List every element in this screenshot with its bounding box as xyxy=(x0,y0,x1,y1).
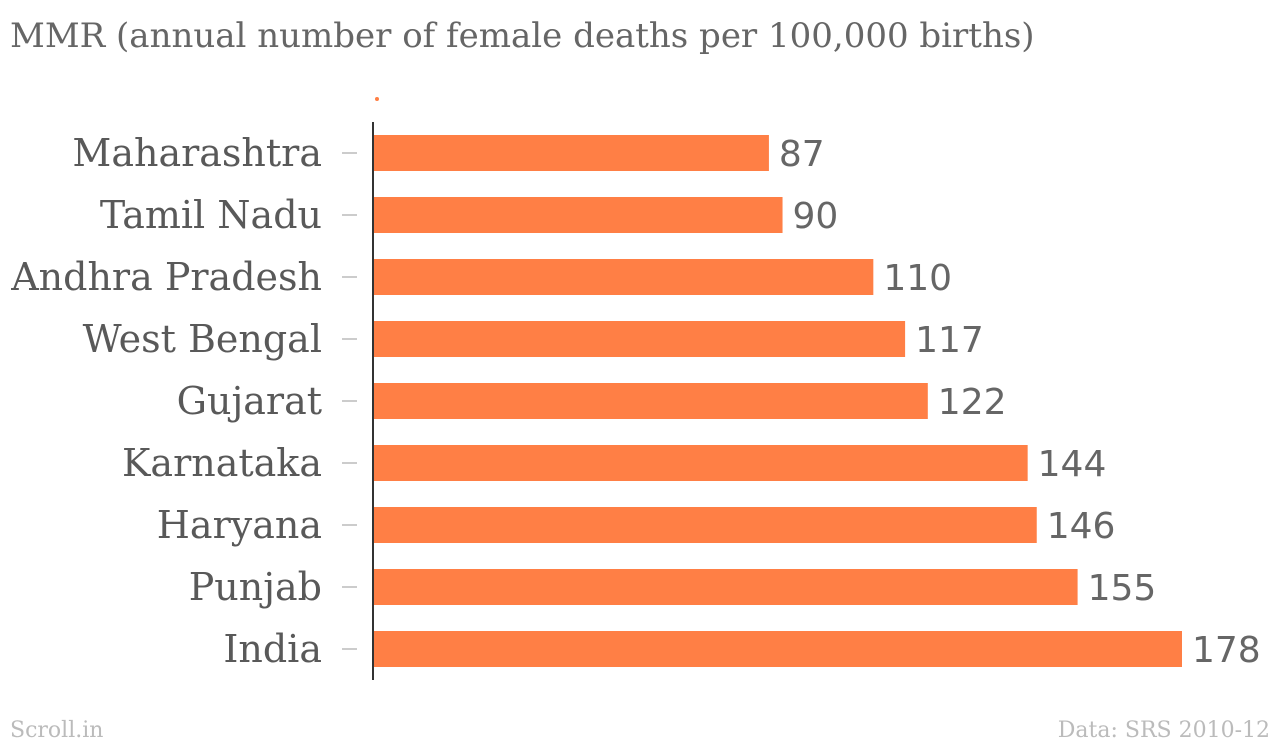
bars-group: Maharashtra 87 Tamil Nadu 90 Andhra Pradesh 1… xyxy=(10,131,1261,671)
credit-label: Scroll.in xyxy=(10,718,103,743)
bar xyxy=(374,197,783,233)
value-label: 178 xyxy=(1192,630,1261,671)
value-label: 117 xyxy=(915,320,984,361)
bar xyxy=(374,259,874,295)
value-label: 122 xyxy=(938,382,1007,423)
category-label: Punjab xyxy=(189,565,322,609)
category-label: Tamil Nadu xyxy=(100,193,322,237)
category-label: India xyxy=(223,627,322,671)
category-label: Maharashtra xyxy=(72,131,322,175)
bar xyxy=(374,569,1078,605)
source-label: Data: SRS 2010-12 xyxy=(1058,718,1270,743)
value-label: 146 xyxy=(1047,506,1116,547)
legend-marker xyxy=(375,97,379,101)
category-label: Andhra Pradesh xyxy=(10,255,322,299)
category-label: Gujarat xyxy=(177,379,322,423)
bar xyxy=(374,507,1037,543)
value-label: 90 xyxy=(793,196,839,237)
value-label: 110 xyxy=(883,258,952,299)
chart-title: MMR (annual number of female deaths per … xyxy=(10,16,1035,56)
category-label: Karnataka xyxy=(122,441,322,485)
bar xyxy=(374,631,1182,667)
value-label: 144 xyxy=(1038,444,1107,485)
bar xyxy=(374,445,1028,481)
value-label: 155 xyxy=(1088,568,1157,609)
bar xyxy=(374,321,906,357)
bar xyxy=(374,383,928,419)
category-label: Haryana xyxy=(157,503,322,547)
value-label: 87 xyxy=(779,134,825,175)
bar xyxy=(374,135,769,171)
category-label: West Bengal xyxy=(83,317,322,361)
